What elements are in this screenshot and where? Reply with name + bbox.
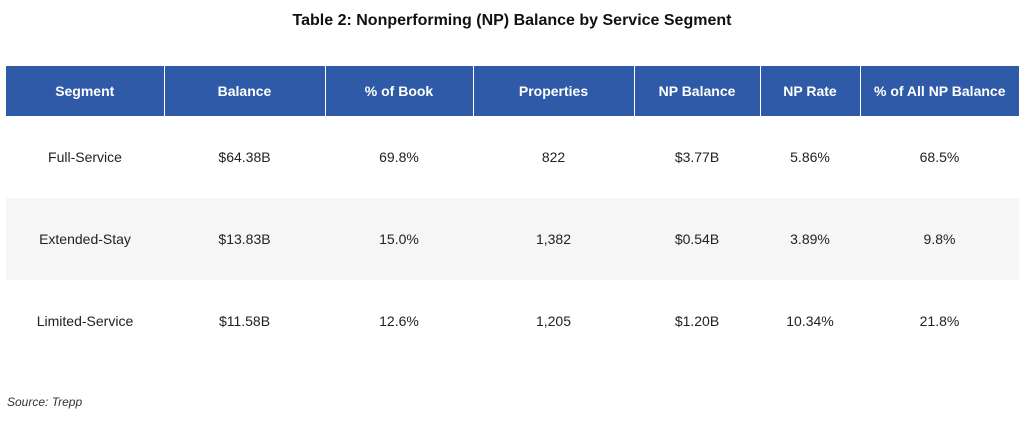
cell-segment: Limited-Service (6, 280, 164, 362)
cell-np-balance: $1.20B (634, 280, 760, 362)
column-header-pct-of-all-np: % of All NP Balance (860, 66, 1019, 116)
table-row: Full-Service $64.38B 69.8% 822 $3.77B 5.… (6, 116, 1019, 198)
cell-np-balance: $3.77B (634, 116, 760, 198)
cell-segment: Extended-Stay (6, 198, 164, 280)
table-row: Limited-Service $11.58B 12.6% 1,205 $1.2… (6, 280, 1019, 362)
cell-properties: 822 (473, 116, 634, 198)
cell-balance: $11.58B (164, 280, 325, 362)
cell-pct-of-book: 69.8% (325, 116, 473, 198)
source-note: Source: Trepp (7, 395, 83, 409)
cell-balance: $13.83B (164, 198, 325, 280)
cell-pct-of-all-np: 21.8% (860, 280, 1019, 362)
cell-pct-of-all-np: 9.8% (860, 198, 1019, 280)
np-balance-table: Segment Balance % of Book Properties NP … (6, 66, 1019, 362)
cell-properties: 1,382 (473, 198, 634, 280)
cell-np-rate: 3.89% (760, 198, 860, 280)
column-header-segment: Segment (6, 66, 165, 116)
cell-np-rate: 10.34% (760, 280, 860, 362)
cell-segment: Full-Service (6, 116, 164, 198)
cell-np-rate: 5.86% (760, 116, 860, 198)
table-title: Table 2: Nonperforming (NP) Balance by S… (292, 12, 732, 29)
cell-pct-of-all-np: 68.5% (860, 116, 1019, 198)
table-row: Extended-Stay $13.83B 15.0% 1,382 $0.54B… (6, 198, 1019, 280)
cell-pct-of-book: 15.0% (325, 198, 473, 280)
cell-pct-of-book: 12.6% (325, 280, 473, 362)
cell-properties: 1,205 (473, 280, 634, 362)
column-header-pct-of-book: % of Book (325, 66, 474, 116)
column-header-properties: Properties (473, 66, 635, 116)
column-header-balance: Balance (164, 66, 326, 116)
cell-balance: $64.38B (164, 116, 325, 198)
column-header-np-balance: NP Balance (634, 66, 761, 116)
cell-np-balance: $0.54B (634, 198, 760, 280)
column-header-np-rate: NP Rate (760, 66, 861, 116)
header-row: Segment Balance % of Book Properties NP … (6, 66, 1019, 116)
